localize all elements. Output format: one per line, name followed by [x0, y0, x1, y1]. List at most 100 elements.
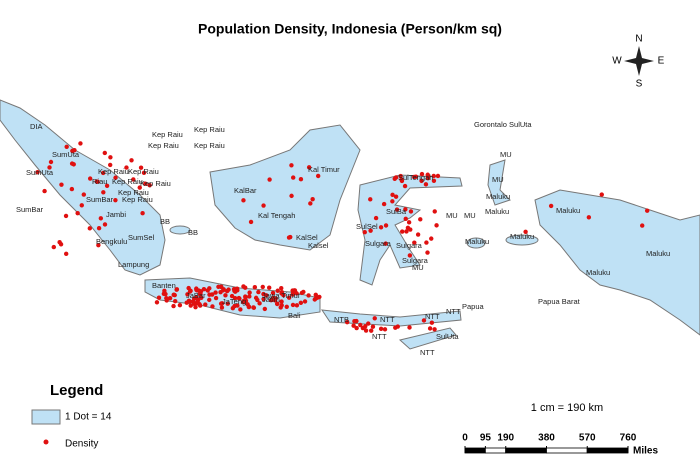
- density-dot: [81, 192, 87, 197]
- density-dot: [197, 302, 202, 307]
- density-dot: [257, 301, 262, 306]
- density-dot: [368, 228, 373, 233]
- density-dot: [260, 284, 265, 290]
- density-dot: [63, 213, 69, 219]
- scale-tick-label: 0: [462, 433, 468, 444]
- density-dot: [315, 173, 321, 179]
- density-dot: [362, 229, 367, 235]
- density-dot: [394, 207, 400, 212]
- region-label: NTT: [380, 315, 395, 324]
- density-dot: [253, 295, 259, 301]
- density-dot: [207, 297, 212, 303]
- density-dot: [234, 286, 240, 291]
- density-dot: [131, 177, 136, 182]
- density-dot: [312, 297, 317, 302]
- density-dot: [432, 209, 437, 214]
- sumatra: [0, 99, 166, 276]
- density-dot: [403, 207, 408, 212]
- density-dot: [98, 216, 104, 221]
- halmahera: [487, 159, 511, 206]
- density-dot: [548, 203, 554, 209]
- region-label: Kep Raiu: [140, 179, 171, 188]
- density-dot: [301, 289, 306, 295]
- density-dot: [207, 286, 212, 291]
- density-dot: [402, 183, 408, 189]
- region-label: MU: [464, 211, 476, 220]
- density-dot: [370, 324, 376, 329]
- region-label: SulSel: [356, 222, 378, 231]
- region-label: Papua: [462, 302, 485, 311]
- density-dot: [267, 177, 272, 182]
- density-dot: [58, 242, 64, 247]
- density-dot: [313, 292, 318, 298]
- scale-unit: Miles: [633, 446, 658, 457]
- density-dot: [382, 327, 388, 332]
- density-dot: [69, 186, 75, 192]
- scale-segment: [464, 447, 486, 454]
- density-dot: [435, 173, 441, 179]
- papua: [534, 189, 700, 336]
- density-dot: [599, 192, 604, 197]
- density-dot: [172, 292, 177, 298]
- density-dot: [279, 299, 284, 304]
- density-dot: [147, 183, 152, 188]
- density-dot: [246, 304, 252, 310]
- region-label: SumUta: [26, 168, 54, 177]
- density-dot: [138, 165, 144, 170]
- region-label: Kep Raiu: [148, 141, 179, 150]
- density-dot: [213, 295, 219, 301]
- density-dot: [243, 295, 248, 300]
- density-dot: [289, 163, 294, 168]
- density-dot: [432, 327, 437, 332]
- density-dot: [241, 298, 246, 304]
- region-label: Maluku: [485, 207, 509, 216]
- legend: Legend 1 Dot = 14 Density: [31, 382, 112, 450]
- density-dot: [194, 287, 199, 292]
- region-label: Maluku: [510, 232, 534, 241]
- density-dot: [393, 194, 399, 199]
- density-dot: [434, 223, 439, 228]
- scale-segment: [505, 447, 547, 454]
- density-dot: [101, 190, 106, 195]
- region-label: NTT: [425, 312, 440, 321]
- region-label: NTT: [372, 332, 387, 341]
- region-label: Kal Timur: [308, 165, 340, 174]
- compass-e: E: [658, 56, 665, 67]
- density-dot: [213, 290, 218, 295]
- density-dot: [71, 162, 76, 167]
- scale-segment: [484, 447, 507, 454]
- compass-w: W: [612, 56, 622, 67]
- density-dot: [63, 251, 69, 257]
- region-label: SumSel: [128, 233, 155, 242]
- density-dot: [302, 299, 308, 304]
- compass-n: N: [635, 34, 642, 45]
- density-dot: [124, 165, 129, 170]
- density-dot: [143, 181, 148, 186]
- region-label: Banten: [152, 281, 176, 290]
- density-dot: [232, 303, 237, 309]
- density-dot: [395, 324, 400, 329]
- density-dot: [220, 288, 226, 293]
- density-dot: [392, 176, 397, 181]
- region-label: Maluku: [486, 192, 510, 201]
- density-dot: [289, 193, 294, 199]
- density-dot: [390, 192, 395, 198]
- density-dot: [431, 178, 437, 183]
- region-label: Gorontalo SulUta: [474, 120, 532, 129]
- density-dot: [171, 303, 176, 309]
- density-dot: [186, 285, 191, 291]
- region-label: Kep Raiu: [194, 141, 225, 150]
- density-dot: [241, 198, 246, 203]
- density-dot: [87, 176, 93, 181]
- legend-item: 1 Dot = 14: [65, 412, 112, 423]
- region-label: Papua Barat: [538, 297, 581, 306]
- region-label: JaTeng: [222, 297, 246, 306]
- density-dot: [261, 203, 266, 208]
- density-dot: [407, 325, 412, 330]
- region-label: NTB: [334, 315, 349, 324]
- region-label: Maluku: [586, 268, 610, 277]
- density-dot: [284, 304, 289, 309]
- density-dot: [429, 320, 435, 325]
